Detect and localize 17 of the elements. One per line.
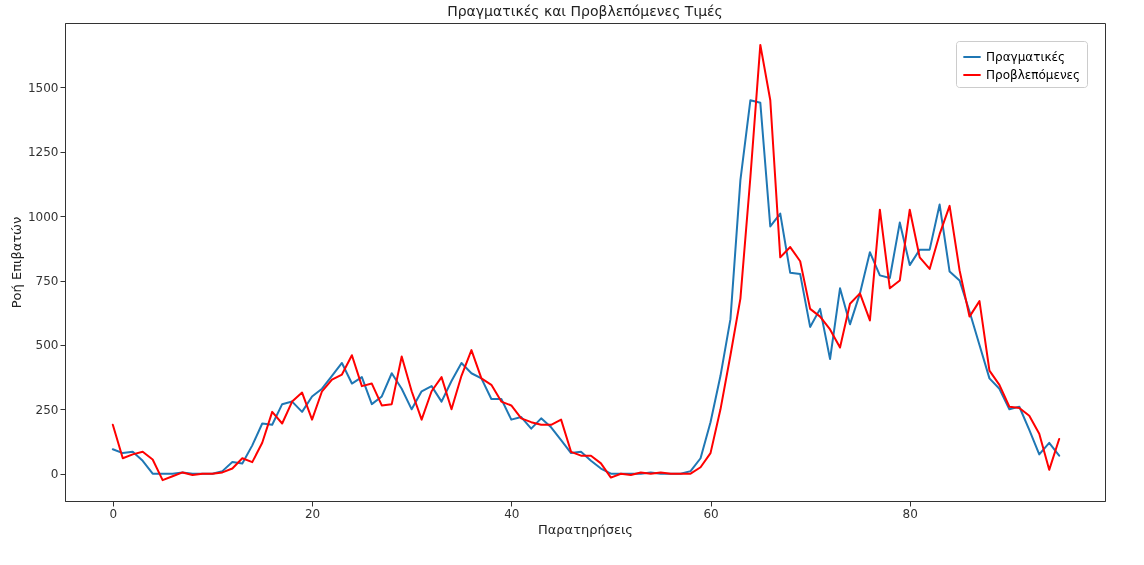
chart-title: Πραγματικές και Προβλεπόμενες Τιμές	[447, 3, 723, 19]
x-tick-label: 40	[504, 506, 520, 521]
y-tick-label: 0	[50, 467, 59, 482]
y-tick-label: 500	[35, 338, 59, 353]
y-tick-label: 1000	[27, 209, 59, 224]
x-axis-title: Παρατηρήσεις	[537, 521, 634, 537]
y-tick-label: 250	[35, 402, 59, 417]
y-axis-title: Ροή Επιβατών	[8, 216, 24, 309]
y-tick-label: 1250	[27, 145, 59, 160]
x-tick-label: 60	[703, 506, 719, 521]
x-tick-label: 0	[109, 506, 118, 521]
x-tick-label: 20	[304, 506, 321, 521]
legend-label: Πραγματικές	[986, 50, 1066, 64]
y-tick-label: 750	[35, 274, 59, 289]
x-tick-label: 80	[902, 506, 918, 521]
legend-label: Προβλεπόμενες	[986, 68, 1081, 82]
y-tick-label: 1500	[27, 80, 59, 95]
